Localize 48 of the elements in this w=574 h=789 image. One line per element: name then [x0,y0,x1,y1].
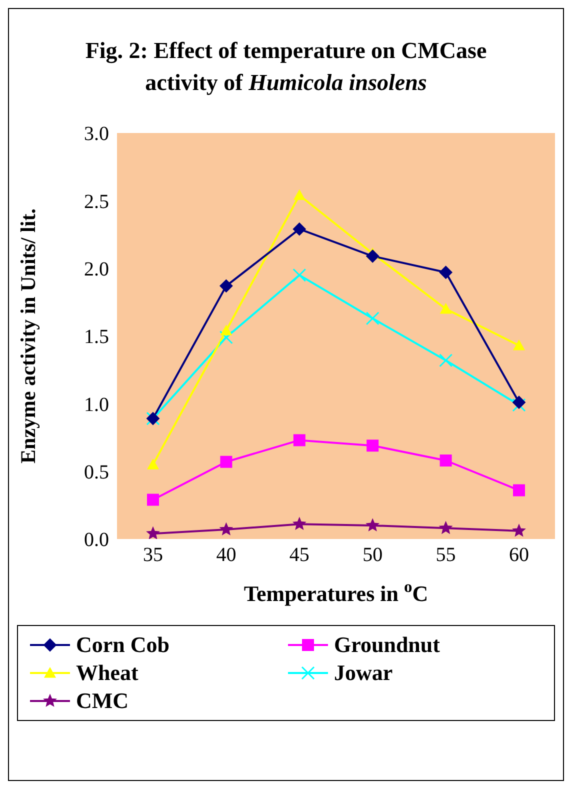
point [147,458,159,470]
y-tick-label: 2.5 [84,190,109,213]
point [220,456,232,468]
point [366,250,380,263]
legend-label: Groundnut [334,632,440,658]
point [146,527,160,539]
point [220,324,232,336]
x-axis-title: Temperatures in $^{o}$C [244,576,428,606]
y-tick-label: 2.0 [84,258,109,280]
point [219,330,233,344]
point [513,484,525,496]
point [513,339,525,350]
y-tick-label: 3.0 [84,123,109,146]
y-tick-label: 0.5 [84,461,109,484]
y-tick-label: 0.0 [84,529,109,552]
point [440,454,452,467]
point [292,222,306,236]
point [366,440,379,452]
legend-label: CMC [76,688,129,714]
point [439,354,453,368]
point [512,524,526,536]
chart-title: Fig. 2: Effect of temperature on CMCase activity of Humicola insolens [84,37,488,97]
point [439,266,452,279]
x-tick-label: 55 [436,544,456,566]
point [366,518,379,531]
x-tick-label: 35 [143,544,163,566]
point [220,523,232,535]
x-tick-label: 60 [509,544,529,566]
x-tick-label: 40 [216,544,236,566]
point [147,494,159,506]
legend-label: Jowar [334,660,393,686]
point [440,302,452,314]
point [293,434,306,446]
x-tick-label: 45 [289,544,310,566]
point [512,396,526,409]
y-tick-label: 1.0 [84,394,109,416]
point [440,522,452,534]
point [292,268,306,282]
legend-label: Corn Cob [76,632,170,658]
legend-label: Wheat [76,660,138,686]
y-tick-label: 1.5 [84,326,109,348]
point [293,518,306,530]
x-tick-label: 50 [362,544,383,566]
point [293,189,306,200]
point [220,279,233,292]
y-axis-title: Enzyme activity in Units/ lit. [16,208,40,464]
point [512,398,526,412]
point [366,312,380,326]
